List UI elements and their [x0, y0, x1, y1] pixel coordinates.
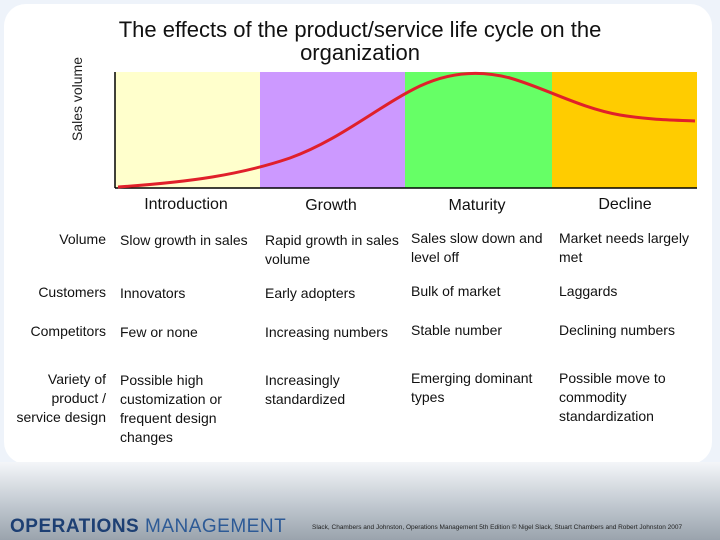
growth-panel — [260, 72, 405, 188]
cell: Early adopters — [265, 285, 356, 301]
cell: Stable number — [411, 322, 503, 338]
introduction-panel — [115, 72, 260, 188]
stage-header: Introduction — [144, 196, 228, 213]
row-label: Customers — [38, 284, 106, 300]
life-cycle-curve — [117, 71, 696, 189]
row-label: Volume — [59, 231, 106, 247]
brand: OPERATIONS MANAGEMENT — [10, 516, 286, 538]
maturity-panel — [405, 72, 552, 188]
cell: Slow growth in sales — [120, 232, 248, 248]
cell: Market needs largely met — [559, 230, 689, 265]
brand-bold: OPERATIONS — [10, 516, 140, 537]
cell: Bulk of market — [411, 283, 501, 299]
citation: Slack, Chambers and Johnston, Operations… — [312, 524, 683, 531]
life-cycle-chart — [114, 71, 697, 189]
cell: Rapid growth in sales volume — [265, 232, 399, 267]
title: The effects of the product/service life … — [118, 17, 602, 65]
cell: Emerging dominant types — [411, 370, 533, 405]
stage-header: Decline — [598, 196, 652, 213]
cell: Increasing numbers — [265, 324, 388, 340]
cell: Possible high customization or frequent … — [120, 372, 222, 445]
cell: Sales slow down and level off — [411, 230, 543, 265]
cell: Possible move to commodity standardizati… — [559, 370, 666, 424]
footer-band — [0, 462, 720, 540]
stage-header: Maturity — [448, 197, 506, 214]
y-axis-label: Sales volume — [69, 56, 85, 142]
cell: Few or none — [120, 324, 198, 340]
decline-panel — [552, 72, 697, 188]
cell: Innovators — [120, 285, 186, 301]
brand-light: MANAGEMENT — [145, 516, 287, 537]
cell: Declining numbers — [559, 322, 675, 338]
cell: Laggards — [559, 283, 618, 299]
stage-header: Growth — [305, 197, 357, 214]
cell: Increasingly standardized — [265, 372, 346, 407]
row-label: Competitors — [30, 323, 106, 339]
row-label: Variety of product / service design — [16, 371, 107, 425]
